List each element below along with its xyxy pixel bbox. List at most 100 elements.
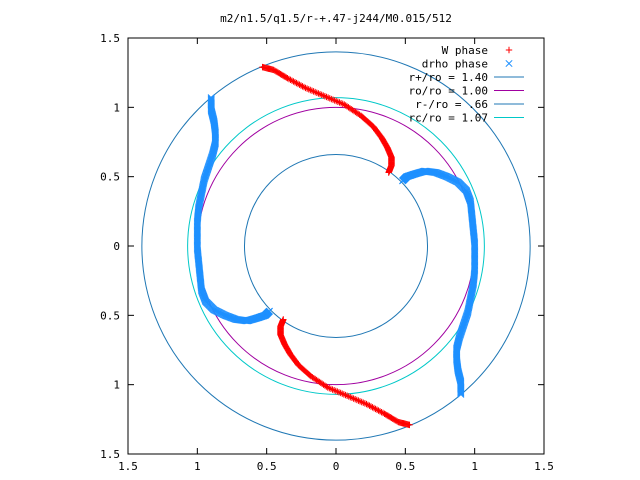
- w-phase-point: [361, 400, 369, 407]
- y-tick-label: 0: [113, 240, 120, 253]
- w-phase-point: [324, 94, 332, 101]
- w-phase-point: [280, 316, 287, 323]
- w-phase-point: [303, 85, 311, 92]
- w-phase-point: [356, 398, 364, 405]
- w-phase-point: [376, 408, 384, 415]
- legend-label: rc/ro = 1.07: [409, 112, 488, 125]
- w-phase-point: [363, 400, 370, 408]
- w-phase-point: [294, 80, 302, 88]
- w-phase-point: [348, 394, 356, 402]
- w-phase-point: [293, 79, 300, 87]
- w-phase-point: [373, 406, 381, 413]
- w-phase-point: [307, 86, 314, 94]
- w-phase-point: [305, 86, 312, 93]
- w-phase-point: [310, 88, 317, 95]
- circle-r-1_07: [187, 97, 485, 395]
- w-phase-point: [345, 393, 352, 400]
- circle-r-1_4: [141, 51, 531, 441]
- x-tick-label: 0.5: [257, 460, 277, 473]
- w-phase-point: [355, 397, 362, 404]
- w-phase-point: [366, 402, 373, 409]
- w-phase-point: [284, 75, 291, 82]
- w-phase-point: [300, 83, 308, 91]
- legend-marker: [505, 59, 513, 68]
- w-phase-point: [385, 169, 392, 176]
- w-phase-point: [291, 79, 299, 86]
- circle-r-1: [196, 106, 476, 386]
- legend-marker: [505, 46, 513, 54]
- w-phase-point: [290, 78, 297, 85]
- w-phase-point: [381, 410, 388, 417]
- w-phase-point: [342, 391, 349, 399]
- w-phase-point: [320, 92, 327, 99]
- w-phase-point: [334, 388, 341, 395]
- w-phase-point: [369, 404, 376, 411]
- w-phase-point: [336, 99, 343, 106]
- w-phase-point: [370, 404, 378, 412]
- w-phase-point: [332, 387, 339, 395]
- y-tick-label: 1: [113, 101, 120, 114]
- legend-label: r-/ro = .66: [415, 98, 488, 111]
- w-phase-point: [299, 83, 306, 90]
- x-tick-label: 1.5: [534, 460, 554, 473]
- w-phase-point: [313, 89, 321, 96]
- w-phase-point: [353, 396, 360, 404]
- w-phase-point: [329, 96, 337, 103]
- w-phase-point: [329, 386, 336, 393]
- w-phase-point: [302, 84, 309, 92]
- w-phase-point: [337, 99, 345, 107]
- w-phase-point: [318, 91, 325, 99]
- w-phase-point: [288, 77, 296, 84]
- w-phase-point: [358, 398, 365, 406]
- w-phase-point: [312, 88, 319, 96]
- w-phase-point: [367, 403, 375, 410]
- y-tick-label: 0.5: [100, 309, 120, 322]
- w-phase-point: [328, 95, 335, 103]
- drho-phase-point: [265, 307, 273, 315]
- w-phase-point: [323, 93, 330, 101]
- y-tick-label: 0.5: [100, 171, 120, 184]
- w-phase-point: [379, 409, 387, 417]
- w-phase-point: [326, 384, 333, 392]
- w-phase-point: [351, 396, 359, 403]
- w-phase-point: [308, 87, 316, 94]
- w-phase-point: [330, 387, 338, 394]
- w-phase-point: [333, 97, 340, 105]
- w-phase-point: [350, 395, 357, 402]
- w-phase-point: [360, 399, 367, 406]
- axis-ticks: 1.5 1 0.5 0 0.5 1 1.51.510.500.511.5: [100, 32, 554, 473]
- w-phase-point: [316, 90, 324, 98]
- x-tick-label: 1: [194, 460, 201, 473]
- legend-label: W phase: [442, 44, 488, 57]
- w-phase-point: [382, 411, 389, 418]
- w-phase-point: [334, 98, 342, 105]
- drho-phase-point: [399, 177, 407, 185]
- w-phase-point: [378, 408, 385, 416]
- w-phase-point: [326, 95, 333, 102]
- legend-label: ro/ro = 1.00: [409, 85, 488, 98]
- w-phase-point: [343, 392, 351, 399]
- w-phase-point: [340, 391, 348, 398]
- w-phase-point: [339, 100, 346, 108]
- y-tick-label: 1.5: [100, 32, 120, 45]
- w-phase-point: [327, 385, 335, 393]
- y-tick-label: 1.5: [100, 448, 120, 461]
- legend-label: drho phase: [422, 58, 488, 71]
- x-tick-label: 0.5: [395, 460, 415, 473]
- w-phase-point: [337, 389, 344, 397]
- w-phase-point: [364, 401, 372, 409]
- w-phase-point: [335, 389, 343, 396]
- x-tick-label: 0: [333, 460, 340, 473]
- circle-r-0_66: [243, 153, 429, 339]
- y-tick-label: 1: [113, 379, 120, 392]
- w-phase-point: [296, 81, 303, 88]
- w-phase-point: [283, 74, 290, 81]
- phase-points: [193, 63, 479, 429]
- chart-title: m2/n1.5/q1.5/r-+.47-j244/M0.015/512: [220, 12, 452, 25]
- legend-label: r+/ro = 1.40: [409, 71, 488, 84]
- w-phase-point: [339, 390, 346, 397]
- x-tick-label: 1: [471, 460, 478, 473]
- w-phase-point: [331, 97, 338, 104]
